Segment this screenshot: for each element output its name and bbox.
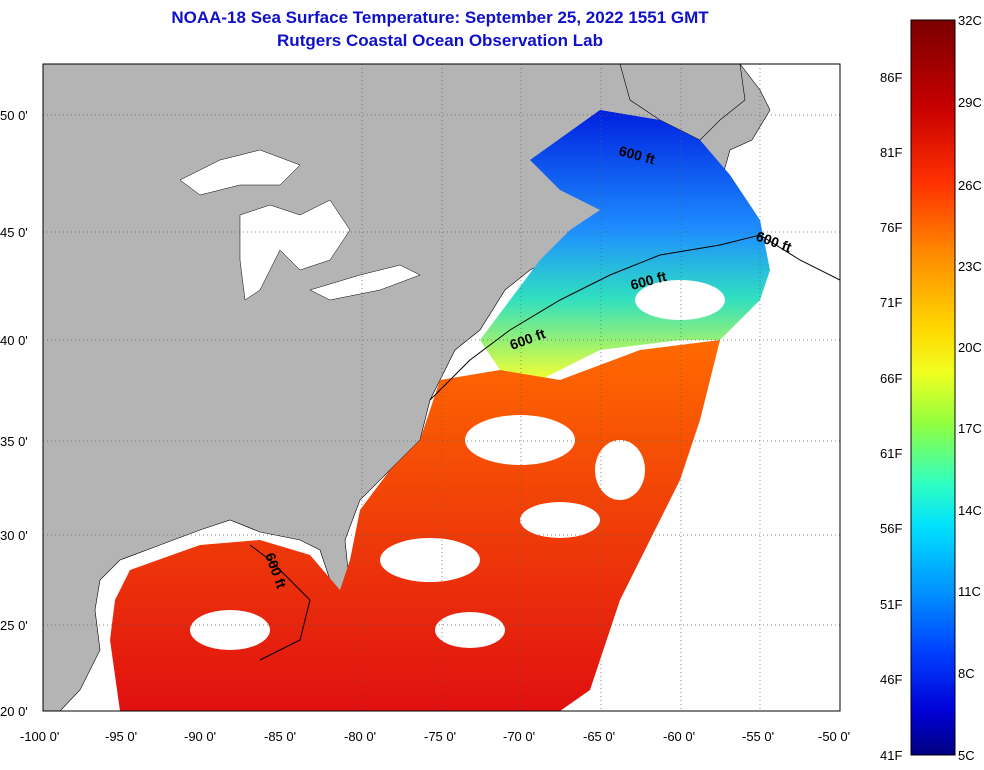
lake-superior [179,149,301,196]
colorbar-fahrenheit-label: 76F [880,220,902,235]
colorbar-celsius-label: 5C [958,748,975,763]
y-tick-label: 35 0' [0,434,28,449]
x-tick-label: -95 0' [105,729,137,744]
colorbar-fahrenheit-label: 46F [880,672,902,687]
colorbar [910,19,956,756]
y-axis: 50 0' 45 0' 40 0' 35 0' 30 0' 25 0' 20 0… [0,108,28,719]
colorbar-fahrenheit-label: 66F [880,371,902,386]
y-tick-label: 45 0' [0,225,28,240]
colorbar-celsius-label: 26C [958,178,982,193]
colorbar-celsius-label: 29C [958,95,982,110]
x-axis: -100 0' -95 0' -90 0' -85 0' -80 0' -75 … [20,729,850,744]
chart-title: NOAA-18 Sea Surface Temperature: Septemb… [171,8,709,27]
lake-erie-ontario [309,264,421,301]
colorbar-celsius-label: 11C [958,584,981,599]
colorbar-fahrenheit-label: 41F [880,748,902,763]
y-tick-label: 20 0' [0,704,28,719]
chart-subtitle: Rutgers Coastal Ocean Observation Lab [277,31,603,50]
colorbar-fahrenheit-label: 56F [880,521,902,536]
colorbar-fahrenheit-label: 81F [880,145,902,160]
isobath-contour [429,234,840,401]
colorbar-fahrenheit-label: 61F [880,446,902,461]
cloud-gap [635,280,725,320]
colorbar-celsius-label: 23C [958,259,982,274]
colorbar-celsius-label: 17C [958,421,982,436]
land-maritimes [619,64,746,141]
x-tick-label: -60 0' [663,729,695,744]
x-tick-label: -100 0' [20,729,59,744]
y-tick-label: 30 0' [0,528,28,543]
x-tick-label: -75 0' [424,729,456,744]
colorbar-celsius-label: 14C [958,503,982,518]
colorbar-celsius-labels: 32C 29C 26C 23C 20C 17C 14C 11C 8C 5C [958,13,982,763]
colorbar-fahrenheit-labels: 86F 81F 76F 71F 66F 61F 56F 51F 46F 41F [880,70,902,763]
x-tick-label: -65 0' [583,729,615,744]
colorbar-fahrenheit-label: 86F [880,70,902,85]
x-tick-label: -55 0' [742,729,774,744]
map-border [42,63,841,712]
isobath-contour [249,544,311,661]
y-tick-label: 25 0' [0,618,28,633]
lake-michigan-huron [239,199,351,301]
cloud-gap [435,612,505,648]
graticule [43,64,840,711]
x-tick-label: -70 0' [503,729,535,744]
x-tick-label: -85 0' [264,729,296,744]
colorbar-celsius-label: 8C [958,666,975,681]
cloud-gap [465,415,575,465]
cloud-gap [190,610,270,650]
colorbar-celsius-label: 20C [958,340,982,355]
y-tick-label: 50 0' [0,108,28,123]
x-tick-label: -50 0' [818,729,850,744]
colorbar-fahrenheit-label: 51F [880,597,902,612]
x-tick-label: -90 0' [184,729,216,744]
cloud-gap [380,538,480,582]
colorbar-fahrenheit-label: 71F [880,295,902,310]
x-tick-label: -80 0' [344,729,376,744]
y-tick-label: 40 0' [0,333,28,348]
cloud-gap [520,502,600,538]
cloud-gap [595,440,645,500]
colorbar-celsius-label: 32C [958,13,982,28]
